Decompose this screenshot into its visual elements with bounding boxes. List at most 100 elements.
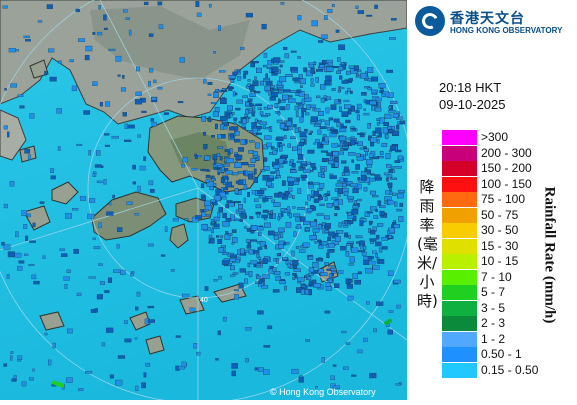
observation-date: 09-10-2025: [439, 97, 506, 112]
rain-echo: [253, 155, 259, 158]
island: [19, 145, 37, 163]
rain-echo: [320, 272, 328, 277]
rain-echo: [284, 190, 290, 196]
rain-echo: [220, 187, 224, 191]
rain-echo: [229, 254, 237, 258]
rain-echo: [255, 204, 262, 209]
rain-echo: [218, 191, 226, 198]
rain-echo: [283, 135, 287, 139]
rain-echo: [191, 168, 198, 171]
rain-echo: [395, 383, 401, 386]
hko-logo[interactable]: 香港天文台 HONG KONG OBSERVATORY: [415, 6, 575, 42]
rain-echo: [245, 12, 253, 18]
rain-echo: [365, 268, 373, 274]
rain-echo: [372, 195, 379, 198]
rain-echo: [282, 94, 289, 100]
rain-echo: [242, 95, 249, 98]
rain-echo: [294, 80, 301, 84]
rain-echo: [239, 268, 246, 273]
rain-echo: [316, 120, 322, 124]
rain-echo: [48, 359, 52, 366]
rain-echo: [106, 211, 114, 216]
rain-echo: [284, 285, 287, 291]
rain-echo: [378, 82, 386, 89]
rain-echo: [220, 235, 224, 239]
rain-echo: [268, 90, 271, 96]
rain-echo: [272, 150, 278, 155]
rain-echo: [363, 146, 367, 149]
rain-echo: [135, 306, 139, 311]
rain-echo: [293, 268, 301, 272]
rain-echo: [234, 153, 240, 157]
rain-echo: [157, 86, 163, 90]
rain-echo: [288, 187, 293, 193]
rain-echo: [237, 76, 242, 81]
rain-echo: [357, 132, 364, 135]
rain-echo: [278, 227, 285, 233]
rain-echo: [25, 39, 31, 42]
rain-echo: [286, 103, 290, 110]
rain-echo: [322, 158, 330, 162]
radar-map[interactable]: 40 © Hong Kong Observatory: [0, 0, 414, 404]
rain-echo: [337, 188, 343, 195]
rain-echo: [248, 163, 255, 168]
rain-echo: [270, 146, 275, 150]
rain-echo: [378, 247, 383, 253]
rain-echo: [354, 279, 362, 285]
rain-echo: [383, 121, 389, 126]
rain-echo: [103, 27, 108, 30]
rain-echo: [277, 111, 281, 116]
rain-echo: [328, 117, 333, 121]
rain-echo: [334, 213, 338, 217]
rain-echo: [350, 126, 355, 129]
rain-echo: [349, 90, 353, 94]
rain-echo: [63, 276, 70, 281]
rain-echo: [305, 201, 308, 206]
rain-echo: [399, 202, 403, 207]
rain-echo: [327, 9, 333, 13]
rain-echo: [386, 69, 394, 73]
rain-echo: [230, 214, 235, 221]
rain-echo: [304, 112, 310, 116]
rain-echo: [368, 220, 373, 224]
rain-echo: [375, 127, 382, 134]
rain-echo: [317, 224, 322, 230]
rain-echo: [256, 275, 262, 279]
rain-echo: [366, 159, 373, 165]
rain-echo: [239, 248, 245, 254]
legend-swatch: [442, 316, 477, 331]
rain-echo: [390, 18, 397, 21]
rain-echo: [299, 131, 307, 137]
rain-echo: [324, 262, 329, 266]
rain-echo: [397, 155, 403, 160]
rain-echo: [128, 29, 132, 36]
rain-echo: [361, 175, 367, 181]
rain-echo: [263, 166, 270, 171]
rain-echo: [143, 1, 149, 6]
rain-echo: [290, 50, 297, 53]
rain-echo: [338, 66, 344, 71]
legend-swatch: [442, 145, 477, 161]
rain-echo: [387, 270, 394, 276]
rain-echo: [297, 277, 305, 282]
rain-echo: [203, 200, 211, 206]
rain-echo: [363, 259, 370, 265]
rain-cell-green: [51, 380, 65, 388]
rain-echo: [265, 113, 271, 117]
rain-echo: [49, 76, 57, 82]
rain-echo: [219, 156, 223, 161]
rain-echo: [179, 57, 185, 63]
rain-echo: [225, 191, 229, 195]
rain-echo: [4, 88, 8, 91]
rain-echo: [262, 197, 269, 202]
rain-echo: [137, 134, 141, 138]
rain-echo: [224, 234, 231, 240]
rain-echo: [213, 279, 218, 282]
rain-echo: [263, 53, 268, 58]
rain-echo: [370, 241, 374, 244]
rain-echo: [300, 285, 307, 288]
rain-echo: [98, 263, 103, 266]
rain-echo: [311, 167, 317, 170]
lamma-island: [169, 223, 189, 249]
rain-echo: [111, 135, 119, 139]
